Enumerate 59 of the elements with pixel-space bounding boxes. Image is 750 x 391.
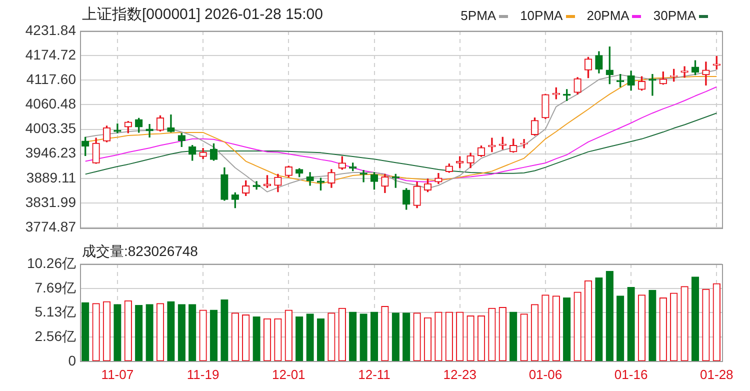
y-tick-label: 4117.60 bbox=[26, 71, 76, 88]
x-tick-label: 01-16 bbox=[614, 366, 648, 382]
bar bbox=[167, 301, 175, 362]
bar bbox=[252, 316, 260, 362]
x-tick-label: 01-06 bbox=[528, 366, 562, 382]
bar bbox=[114, 304, 122, 362]
bar bbox=[648, 290, 656, 362]
bar bbox=[370, 312, 378, 362]
y-tick-label: 3774.87 bbox=[25, 218, 76, 234]
bar bbox=[146, 304, 154, 362]
bar bbox=[606, 270, 614, 362]
bar bbox=[296, 316, 304, 362]
bar bbox=[210, 310, 218, 362]
candlestick bbox=[167, 114, 175, 132]
y-tick-label: 3831.99 bbox=[25, 194, 76, 210]
x-tick-label: 11-07 bbox=[101, 366, 134, 382]
bar bbox=[349, 312, 357, 362]
bar bbox=[178, 304, 186, 362]
y-tick-label: 3946.23 bbox=[25, 144, 76, 161]
bar bbox=[306, 314, 314, 362]
bar bbox=[82, 302, 90, 362]
bar bbox=[392, 312, 400, 362]
bar bbox=[595, 278, 603, 362]
x-tick-label: 12-11 bbox=[358, 366, 390, 382]
bar bbox=[616, 296, 624, 362]
candlestick bbox=[114, 124, 122, 134]
x-tick-label: 01-28 bbox=[700, 366, 734, 382]
bar bbox=[510, 312, 518, 362]
candlestick bbox=[252, 181, 260, 190]
legend-label: 20PMA bbox=[586, 8, 630, 23]
chart-title: 上证指数[000001] 2026-01-28 15:00 bbox=[82, 5, 323, 24]
bar bbox=[360, 314, 368, 362]
y-tick-label: 0 bbox=[68, 352, 76, 368]
legend-label: 10PMA bbox=[520, 8, 564, 23]
y-tick-label: 4003.35 bbox=[25, 120, 76, 136]
x-tick-label: 11-19 bbox=[186, 366, 220, 382]
x-tick-label: 12-01 bbox=[272, 366, 306, 382]
y-tick-label: 10.26亿 bbox=[26, 254, 76, 271]
bar bbox=[135, 305, 143, 362]
bar bbox=[691, 276, 700, 362]
bar bbox=[627, 287, 635, 362]
bar bbox=[188, 304, 196, 362]
bar bbox=[563, 297, 571, 362]
y-tick-label: 5.13亿 bbox=[34, 304, 76, 320]
candlestick bbox=[702, 62, 710, 86]
bar bbox=[402, 312, 410, 362]
candlestick bbox=[488, 138, 496, 152]
y-tick-label: 7.69亿 bbox=[34, 279, 76, 296]
x-tick-label: 12-23 bbox=[443, 366, 476, 382]
y-tick-label: 3889.11 bbox=[26, 169, 76, 186]
legend-label: 5PMA bbox=[460, 8, 498, 23]
bar bbox=[220, 299, 228, 362]
chart-title: 成交量:823026748 bbox=[82, 243, 198, 261]
y-tick-label: 2.56亿 bbox=[34, 328, 76, 344]
y-tick-label: 4231.84 bbox=[25, 22, 76, 38]
y-tick-label: 4060.48 bbox=[25, 96, 76, 112]
y-tick-label: 4174.72 bbox=[25, 46, 76, 62]
legend-label: 30PMA bbox=[653, 8, 697, 23]
bar bbox=[316, 318, 325, 362]
